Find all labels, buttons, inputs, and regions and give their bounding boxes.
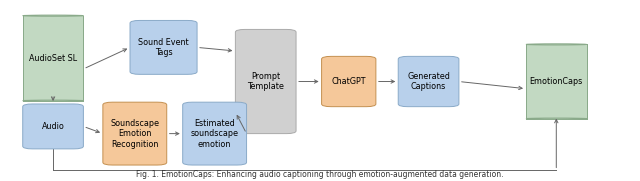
Text: Fig. 1. EmotionCaps: Enhancing audio captioning through emotion-augmented data g: Fig. 1. EmotionCaps: Enhancing audio cap… [136, 170, 504, 178]
FancyBboxPatch shape [23, 104, 83, 149]
FancyBboxPatch shape [23, 16, 83, 101]
FancyBboxPatch shape [526, 44, 587, 119]
Text: Audio: Audio [42, 122, 65, 131]
Text: Estimated
soundscape
emotion: Estimated soundscape emotion [191, 119, 239, 148]
FancyBboxPatch shape [398, 56, 459, 107]
FancyBboxPatch shape [103, 102, 167, 165]
FancyBboxPatch shape [236, 30, 296, 134]
Text: Prompt
Template: Prompt Template [247, 72, 284, 91]
Text: AudioSet SL: AudioSet SL [29, 54, 77, 63]
Ellipse shape [526, 44, 587, 45]
Ellipse shape [23, 100, 83, 101]
Text: Generated
Captions: Generated Captions [407, 72, 450, 91]
FancyBboxPatch shape [130, 20, 197, 74]
Text: EmotionCaps: EmotionCaps [530, 77, 583, 86]
FancyBboxPatch shape [23, 16, 83, 101]
Ellipse shape [526, 118, 587, 119]
Text: Soundscape
Emotion
Recognition: Soundscape Emotion Recognition [110, 119, 159, 148]
Ellipse shape [23, 15, 83, 16]
FancyBboxPatch shape [321, 56, 376, 107]
Text: Sound Event
Tags: Sound Event Tags [138, 38, 189, 57]
FancyBboxPatch shape [526, 44, 587, 119]
FancyBboxPatch shape [182, 102, 246, 165]
Text: ChatGPT: ChatGPT [332, 77, 366, 86]
